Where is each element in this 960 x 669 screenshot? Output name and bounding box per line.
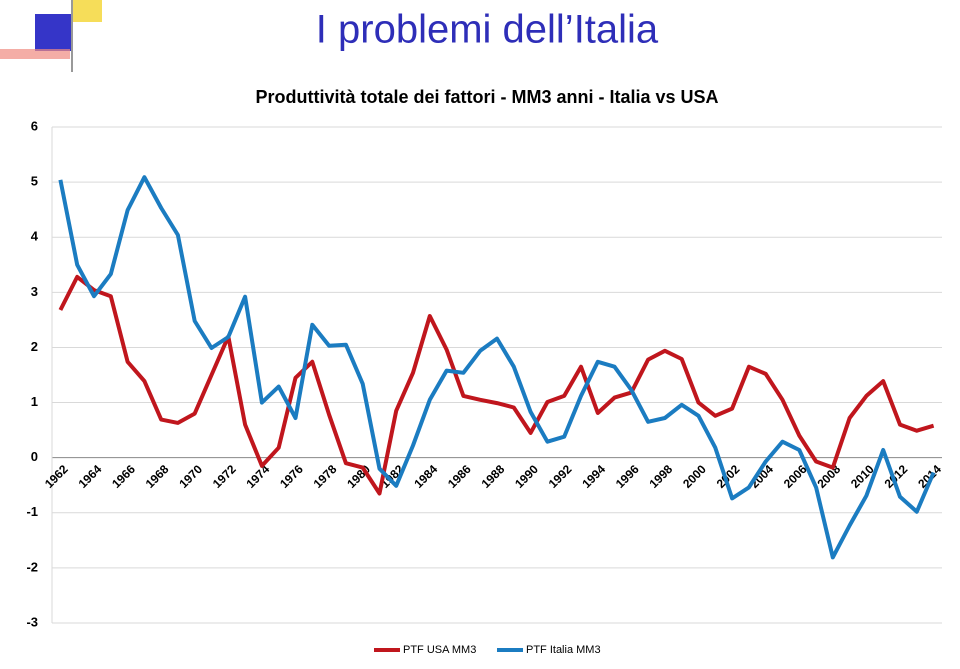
x-tick-label: 1996 — [613, 462, 642, 491]
x-tick-label: 1984 — [411, 462, 440, 491]
y-tick-label: 1 — [31, 394, 38, 409]
x-tick-label: 1986 — [445, 462, 474, 491]
x-tick-label: 1974 — [243, 462, 272, 491]
x-tick-label: 1962 — [42, 462, 71, 491]
y-tick-label: 0 — [31, 449, 38, 464]
decor — [35, 14, 71, 51]
x-tick-label: 1972 — [210, 462, 239, 491]
series-line — [58, 274, 935, 496]
x-tick-label: 1964 — [76, 462, 105, 491]
x-tick-label: 1992 — [546, 462, 575, 491]
x-tick-label: 1970 — [176, 462, 205, 491]
y-tick-label: -2 — [26, 559, 38, 574]
decor — [0, 49, 70, 59]
legend-label: PTF Italia MM3 — [526, 644, 601, 656]
x-tick-label: 1976 — [277, 462, 306, 491]
x-tick-label: 1968 — [143, 462, 172, 491]
x-tick-label: 1988 — [479, 462, 508, 491]
x-tick-label: 2000 — [680, 462, 709, 491]
y-tick-label: 4 — [31, 229, 39, 244]
x-tick-label: 1978 — [311, 462, 340, 491]
legend-label: PTF USA MM3 — [403, 644, 476, 656]
chart-title: Produttività totale dei fattori - MM3 an… — [255, 87, 718, 107]
y-tick-label: 5 — [31, 174, 38, 189]
y-tick-label: 2 — [31, 339, 38, 354]
y-tick-label: -3 — [26, 614, 38, 629]
slide-title: I problemi dell’Italia — [316, 8, 659, 52]
x-tick-label: 1990 — [512, 462, 541, 491]
x-tick-label: 1998 — [647, 462, 676, 491]
x-tick-label: 1994 — [579, 462, 608, 491]
y-tick-label: -1 — [26, 504, 38, 519]
series-line — [58, 175, 936, 560]
y-tick-label: 6 — [31, 118, 38, 133]
decor — [72, 0, 102, 22]
y-tick-label: 3 — [31, 284, 38, 299]
x-tick-label: 1966 — [109, 462, 138, 491]
